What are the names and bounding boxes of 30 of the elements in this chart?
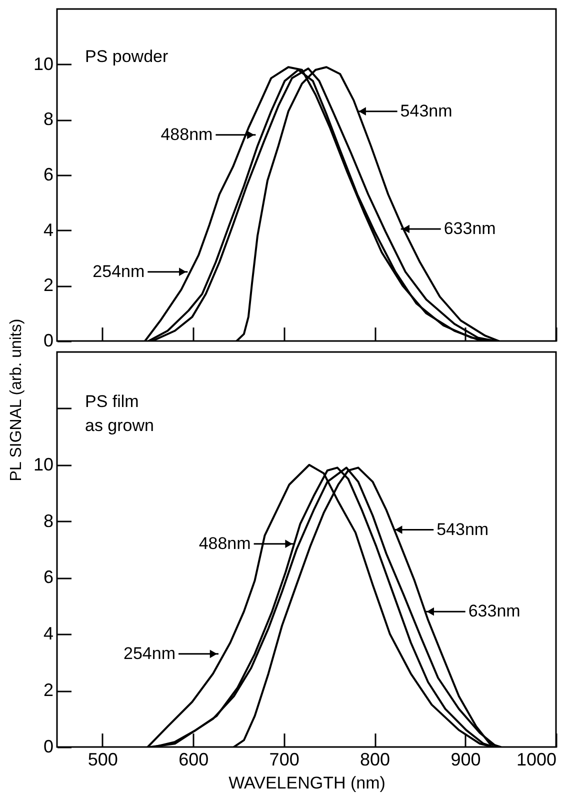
annotation: 488nm <box>160 124 213 144</box>
annotation: PS powder <box>85 47 168 66</box>
annotation: 633nm <box>468 602 520 621</box>
annotation: 254nm <box>92 262 145 281</box>
y-tick-label: 0 <box>43 330 54 350</box>
annotation: PS film as grown <box>85 392 154 435</box>
y-tick-label: 2 <box>43 275 54 296</box>
y-tick-label: 10 <box>33 54 54 74</box>
x-axis-title: WAVELENGTH (nm) <box>228 774 386 792</box>
y-tick-label: 6 <box>43 164 54 184</box>
y-tick-label: 0 <box>43 736 54 756</box>
annotation: 633nm <box>444 218 496 238</box>
annotation: 543nm <box>436 520 489 539</box>
x-tick-label: 900 <box>450 750 481 770</box>
x-tick-label: 600 <box>178 750 209 770</box>
y-tick-label: 4 <box>43 220 54 240</box>
y-axis-title: PL SIGNAL (arb. units) <box>8 318 26 482</box>
y-tick-label: 4 <box>43 624 54 644</box>
annotation: 543nm <box>400 101 452 120</box>
y-tick-label: 8 <box>43 109 54 130</box>
annotation: 488nm <box>198 534 251 553</box>
x-tick-label: 500 <box>88 750 118 770</box>
annotation: 254nm <box>124 644 176 663</box>
y-tick-label: 2 <box>43 680 54 700</box>
y-tick-label: 10 <box>33 454 54 474</box>
y-tick-label: 8 <box>43 510 54 531</box>
x-tick-label: 700 <box>269 750 300 770</box>
x-tick-label: 800 <box>360 750 390 770</box>
x-tick-label: 1000 <box>516 750 556 770</box>
y-tick-label: 6 <box>43 567 54 588</box>
